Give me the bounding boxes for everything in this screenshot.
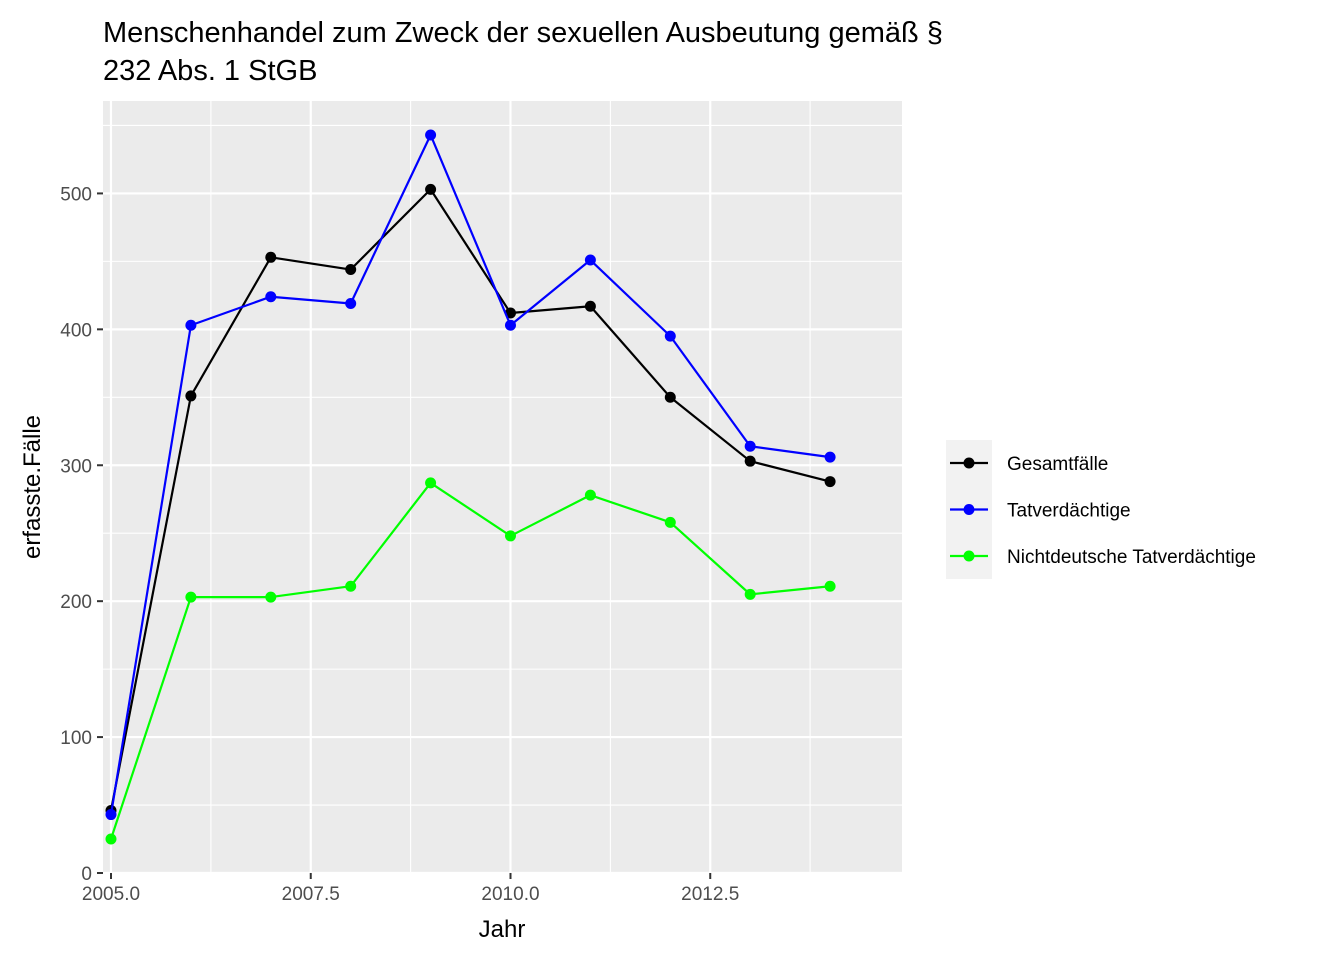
series-3-point xyxy=(824,580,836,592)
series-3-point xyxy=(105,833,117,845)
y-axis-title: erfasste.Fälle xyxy=(19,415,46,559)
series-line-3 xyxy=(109,481,831,840)
series-2-point xyxy=(105,809,117,821)
x-tick-label: 2010.0 xyxy=(481,884,539,905)
chart-title-line-1: Menschenhandel zum Zweck der sexuellen A… xyxy=(103,17,943,49)
legend-key-point-3 xyxy=(963,550,975,562)
series-2-point xyxy=(504,319,516,331)
series-3-point xyxy=(265,591,277,603)
axis-ticks: 2005.0 2007.5 2010.0 2012.5 0 100 200 300 400 500 xyxy=(60,184,739,905)
series-2-point xyxy=(744,440,756,452)
series-1-point xyxy=(185,390,197,402)
series-3-point xyxy=(345,580,357,592)
legend-key-point-2 xyxy=(963,504,975,515)
y-tick-label: 300 xyxy=(60,456,92,477)
legend-label-1: Gesamtfälle xyxy=(1007,454,1108,475)
series-1-point xyxy=(584,300,596,312)
series-2-point xyxy=(345,298,357,310)
legend-key-point-1 xyxy=(963,457,975,469)
legend-label-2: Tatverdächtige xyxy=(1007,501,1131,522)
grid-major xyxy=(103,101,902,875)
series-3-point xyxy=(664,516,676,528)
y-tick-label: 500 xyxy=(60,184,92,205)
chart-title-line-2: 232 Abs. 1 StGB xyxy=(103,55,317,87)
series-3-point xyxy=(584,489,596,501)
series-line-2 xyxy=(109,133,831,815)
series-3-point xyxy=(185,591,197,603)
series-2-point xyxy=(584,254,596,266)
legend: Gesamtfälle Tatverdächtige Nichtdeutsche T… xyxy=(946,440,1256,579)
series-line-1 xyxy=(109,188,831,811)
x-tick-label: 2012.5 xyxy=(681,884,739,905)
series-2-point xyxy=(265,291,277,303)
y-tick-label: 200 xyxy=(60,592,92,613)
y-tick-label: 0 xyxy=(81,864,92,885)
series-3-point xyxy=(744,588,756,600)
series-1-point xyxy=(824,476,836,488)
series-2-point xyxy=(664,330,676,342)
series-3-point xyxy=(425,477,437,489)
y-tick-label: 100 xyxy=(60,728,92,749)
series-1-point xyxy=(744,455,756,467)
series-layer xyxy=(105,129,836,845)
series-2-point xyxy=(824,451,836,463)
plot-panel xyxy=(103,101,902,873)
series-1-point xyxy=(345,264,357,276)
series-2-point xyxy=(425,129,437,141)
series-2-point xyxy=(185,319,197,331)
y-tick-label: 400 xyxy=(60,320,92,341)
x-tick-label: 2005.0 xyxy=(82,884,140,905)
legend-label-3: Nichtdeutsche Tatverdächtige xyxy=(1007,547,1256,568)
series-1-point xyxy=(504,307,516,319)
series-1-point xyxy=(664,391,676,403)
series-1-point xyxy=(425,183,437,195)
series-1-point xyxy=(265,251,277,263)
x-tick-label: 2007.5 xyxy=(282,884,340,905)
series-3-point xyxy=(504,530,516,542)
grid-minor xyxy=(103,101,902,873)
x-axis-title: Jahr xyxy=(479,916,526,943)
